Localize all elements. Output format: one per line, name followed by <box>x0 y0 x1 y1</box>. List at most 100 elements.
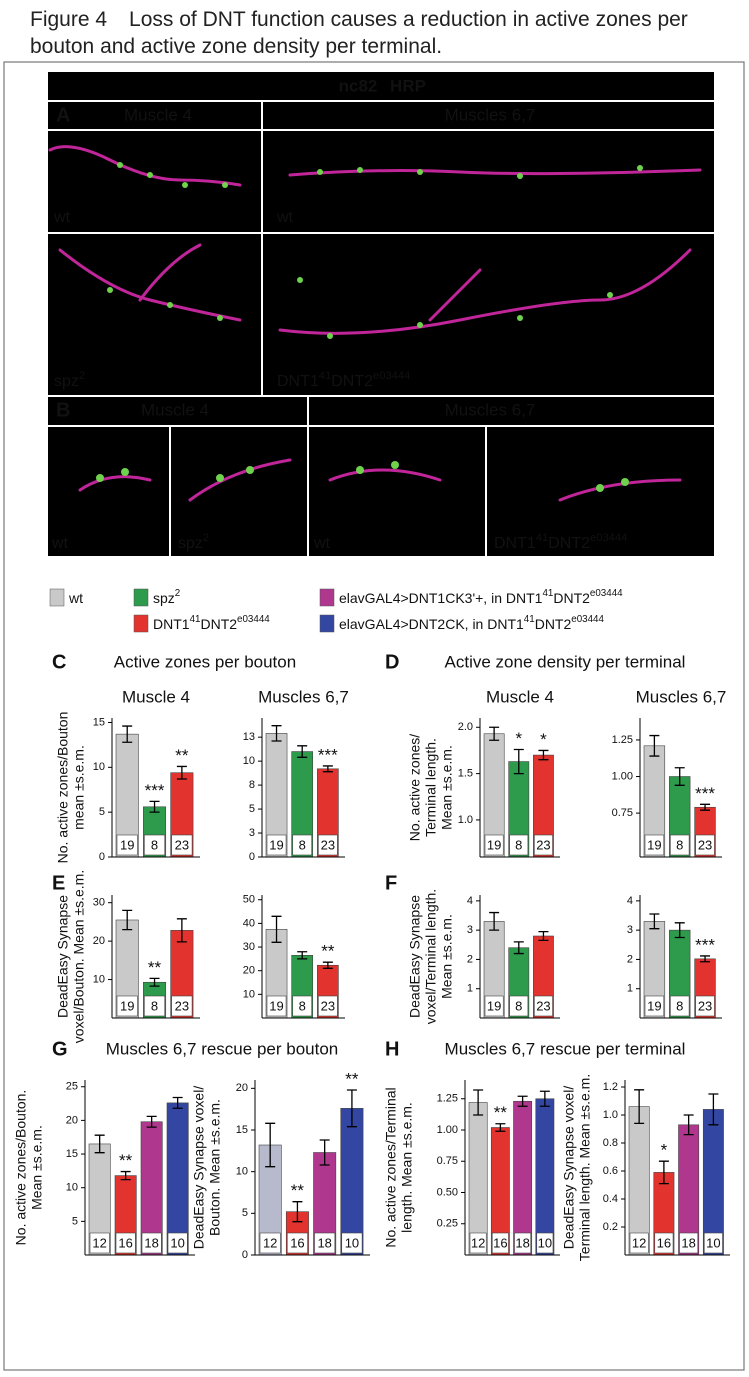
sample-size: 23 <box>321 837 335 852</box>
sample-size: 16 <box>657 1235 671 1250</box>
sample-size: 19 <box>647 998 661 1013</box>
text-part: DNT2 <box>548 535 590 552</box>
panel-title: Active zones per bouton <box>114 652 296 671</box>
column-title: Muscle 4 <box>124 105 192 124</box>
y-tick-label: 1 <box>627 983 633 995</box>
y-tick-label: 15 <box>66 1148 78 1160</box>
y-tick-label: 30 <box>243 941 255 953</box>
n-box <box>266 834 287 856</box>
figure-frame <box>3 61 745 1371</box>
legend <box>49 588 335 633</box>
y-tick-label: 5 <box>249 803 255 815</box>
y-tick-label: 50 <box>243 894 255 906</box>
y-tick-label: 0.4 <box>603 1193 618 1205</box>
caption-text: Loss of DNT function causes a reduction … <box>30 8 688 58</box>
text-part: DNT2 <box>553 590 590 606</box>
error-bar <box>513 941 524 955</box>
error-bar <box>489 726 500 741</box>
text-part: wt <box>276 209 294 226</box>
sample-size: 19 <box>120 837 134 852</box>
y-tick-label: 30 <box>93 897 105 909</box>
n-box <box>654 1232 674 1254</box>
n-box <box>679 1232 699 1254</box>
sample-size: 19 <box>269 837 283 852</box>
y-axis-label: Terminal length. <box>423 738 439 837</box>
n-box <box>292 995 313 1017</box>
text-part: spz <box>54 373 79 390</box>
chart-title: Muscles 6,7 <box>636 687 727 706</box>
error-bar <box>122 725 133 743</box>
error-bar <box>708 1093 719 1126</box>
error-bar <box>513 748 524 775</box>
error-bar <box>674 922 685 939</box>
chart-title: Muscles 6,7 <box>258 687 349 706</box>
n-box <box>534 834 553 856</box>
y-tick-label: 20 <box>243 965 255 977</box>
stain-label: nc82 <box>339 76 378 95</box>
sample-size: 8 <box>299 837 306 852</box>
n-box <box>536 1232 554 1254</box>
y-tick-label: 4 <box>627 895 633 907</box>
y-tick-label: 1.00 <box>437 1124 458 1136</box>
n-box <box>141 1232 162 1254</box>
n-box <box>318 834 338 856</box>
legend-label: elavGAL4>DNT1CK3'+, in DNT141DNT2e03444 <box>339 588 623 606</box>
bar <box>513 1100 533 1256</box>
error-bar <box>319 1139 330 1166</box>
error-bar <box>700 803 711 811</box>
significance: *** <box>318 745 338 764</box>
n-box <box>670 995 690 1017</box>
active-zone-puncta <box>96 162 643 492</box>
n-box <box>259 1232 281 1254</box>
n-box <box>144 995 166 1017</box>
sample-size: 10 <box>170 1235 184 1250</box>
superscript: 2 <box>203 532 209 544</box>
n-box <box>644 995 665 1017</box>
text-part: wt <box>53 209 71 226</box>
y-tick-label: 0.50 <box>437 1186 458 1198</box>
n-box <box>115 1232 136 1254</box>
legend-swatch <box>133 614 149 633</box>
sample-size: 16 <box>493 1235 507 1250</box>
significance: ** <box>148 958 162 977</box>
column-title: Muscles 6,7 <box>445 400 536 419</box>
significance: ** <box>494 1103 508 1122</box>
column-title: Muscle 4 <box>141 400 209 419</box>
error-bar <box>658 1160 669 1185</box>
legend-label: elavGAL4>DNT2CK, in DNT141DNT2e03444 <box>339 614 605 632</box>
y-axis-label: Mean ±s.e.m. <box>439 745 455 830</box>
significance: ** <box>345 1069 359 1088</box>
y-axis-label: Mean ±s.e.m. <box>439 914 455 999</box>
error-bar <box>683 1114 694 1136</box>
text-part: wt <box>68 590 83 606</box>
n-box <box>89 1232 110 1254</box>
superscript: e03444 <box>590 532 627 544</box>
n-box <box>484 834 504 856</box>
error-bar <box>322 765 333 773</box>
text-part: wt <box>51 535 69 552</box>
error-bar <box>538 749 549 761</box>
y-axis-label: mean ±s.e.m. <box>71 745 87 830</box>
sample-size: 23 <box>536 837 550 852</box>
genotype-label: DNT141DNT2e03444 <box>277 370 410 390</box>
genotype-label: DNT141DNT2e03444 <box>494 532 627 552</box>
legend-swatch <box>49 588 65 607</box>
significance: ** <box>321 942 335 961</box>
n-box <box>116 834 138 856</box>
chart-title: Muscle 4 <box>486 687 554 706</box>
genotype-label: wt <box>276 209 294 226</box>
error-bar <box>149 800 160 813</box>
sample-size: 19 <box>647 837 661 852</box>
y-axis-label: voxel/Terminal length. <box>423 889 439 1024</box>
y-tick-label: 1.5 <box>458 768 473 780</box>
sample-size: 12 <box>263 1235 277 1250</box>
figure-label: Figure 4 <box>30 8 108 31</box>
y-tick-label: 20 <box>236 1082 248 1094</box>
sample-size: 23 <box>698 837 712 852</box>
error-bar <box>649 734 660 757</box>
n-box <box>703 1232 723 1254</box>
significance: ** <box>119 1151 133 1170</box>
error-bar <box>649 913 660 930</box>
sample-size: 8 <box>676 998 683 1013</box>
